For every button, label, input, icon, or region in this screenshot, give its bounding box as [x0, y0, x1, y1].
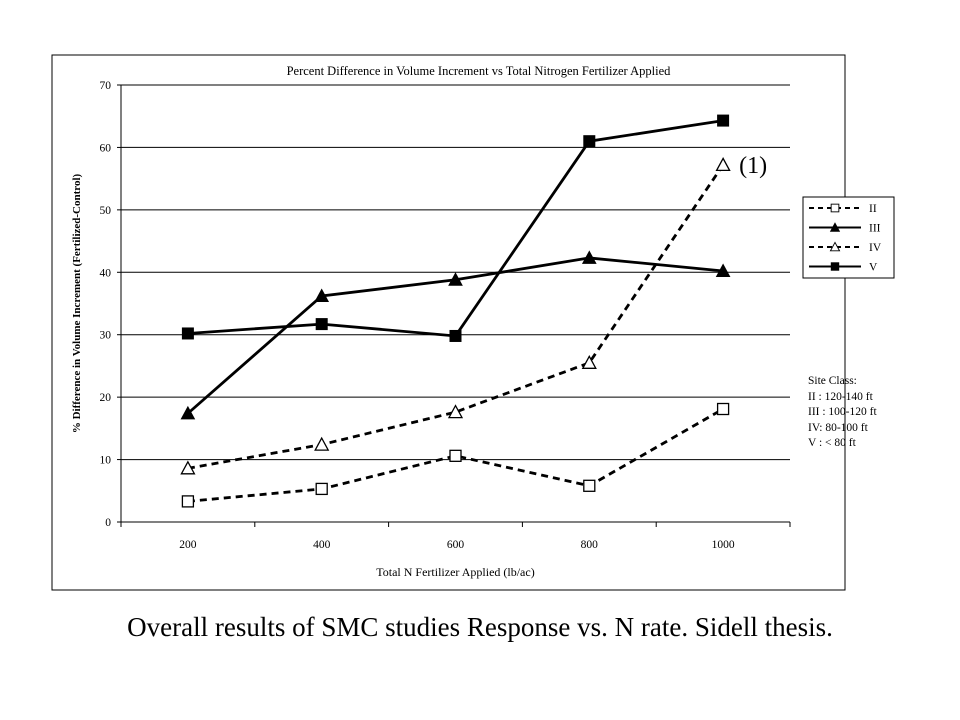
site-class-note: Site Class: II : 120-140 ft III : 100-12…	[808, 374, 877, 452]
site-class-line: II : 120-140 ft	[808, 390, 873, 403]
legend-label: V	[869, 262, 878, 274]
data-point	[449, 329, 462, 342]
data-point	[181, 495, 195, 508]
legend-marker	[829, 241, 841, 252]
line-chart: Percent Difference in Volume Increment v…	[51, 54, 895, 591]
legend-marker	[830, 262, 840, 271]
site-class-line: IV: 80-100 ft	[808, 421, 868, 434]
x-tick-label: 200	[179, 539, 197, 551]
data-point	[314, 288, 330, 303]
data-point	[583, 135, 596, 148]
series-III	[180, 250, 731, 420]
annotation-label: (1)	[739, 153, 767, 179]
y-tick-label: 0	[105, 517, 111, 529]
data-point	[180, 405, 196, 420]
data-point	[315, 318, 328, 331]
data-point	[715, 157, 731, 172]
data-point	[180, 460, 196, 475]
series-IV	[180, 157, 731, 475]
x-tick-label: 400	[313, 539, 331, 551]
y-tick-label: 50	[100, 205, 112, 217]
series-line	[187, 407, 724, 503]
legend-label: III	[869, 223, 881, 235]
data-point	[181, 327, 194, 340]
figure-caption: Overall results of SMC studies Response …	[127, 612, 833, 642]
series-II	[181, 402, 730, 508]
data-point	[717, 114, 730, 127]
legend-marker	[830, 203, 840, 213]
x-tick-label: 1000	[712, 539, 735, 551]
data-point	[716, 402, 730, 416]
data-point	[315, 482, 328, 496]
y-tick-label: 60	[100, 142, 112, 154]
legend-box	[802, 196, 895, 279]
y-tick-label: 10	[100, 455, 112, 467]
site-class-line: III : 100-120 ft	[808, 406, 877, 419]
y-tick-label: 70	[100, 80, 112, 92]
site-class-title: Site Class:	[808, 375, 857, 387]
data-point	[715, 263, 731, 278]
data-point	[314, 436, 330, 451]
data-point	[449, 449, 462, 462]
series-line	[187, 164, 725, 470]
site-class-line: V : < 80 ft	[808, 437, 856, 450]
x-tick-label: 800	[581, 539, 599, 551]
data-point	[447, 404, 464, 419]
data-point	[581, 250, 597, 264]
legend-label: IV	[869, 242, 882, 254]
data-point	[583, 479, 596, 492]
data-point	[581, 354, 597, 369]
y-tick-label: 20	[100, 392, 112, 404]
data-point	[448, 272, 463, 286]
y-tick-label: 30	[100, 330, 112, 342]
y-axis-label: % Difference in Volume Increment (Fertil…	[71, 173, 83, 433]
chart-title: Percent Difference in Volume Increment v…	[287, 64, 672, 78]
y-tick-label: 40	[100, 267, 112, 279]
chart-area-border	[51, 54, 846, 591]
x-axis-label: Total N Fertilizer Applied (lb/ac)	[376, 565, 534, 579]
x-tick-label: 600	[447, 539, 465, 551]
legend-marker	[829, 222, 841, 232]
series-V	[181, 114, 730, 342]
legend-label: II	[869, 203, 877, 215]
